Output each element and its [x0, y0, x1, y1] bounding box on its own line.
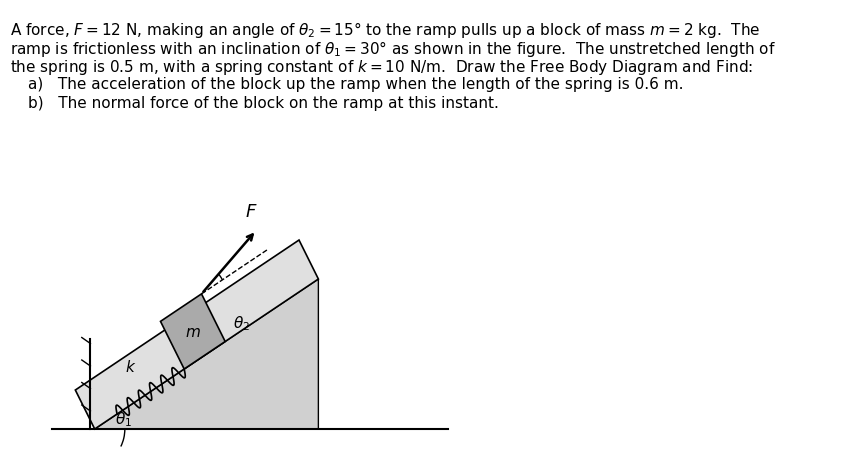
Text: $\theta_1$: $\theta_1$ — [115, 410, 132, 429]
Polygon shape — [69, 279, 318, 429]
Text: $m$: $m$ — [185, 324, 201, 339]
Text: the spring is 0.5 m, with a spring constant of $k = 10$ N/m.  Draw the Free Body: the spring is 0.5 m, with a spring const… — [10, 58, 754, 77]
Text: A force, $F = 12$ N, making an angle of $\theta_2 = 15\degree$ to the ramp pulls: A force, $F = 12$ N, making an angle of … — [10, 20, 761, 40]
Text: $\theta_2$: $\theta_2$ — [233, 313, 250, 332]
Text: $k$: $k$ — [126, 358, 137, 374]
Polygon shape — [160, 294, 226, 369]
Text: b)   The normal force of the block on the ramp at this instant.: b) The normal force of the block on the … — [27, 96, 499, 111]
Text: $F$: $F$ — [245, 203, 258, 221]
Polygon shape — [75, 241, 318, 429]
Text: a)   The acceleration of the block up the ramp when the length of the spring is : a) The acceleration of the block up the … — [27, 77, 683, 92]
Text: ramp is frictionless with an inclination of $\theta_1 = 30\degree$ as shown in t: ramp is frictionless with an inclination… — [10, 39, 776, 59]
